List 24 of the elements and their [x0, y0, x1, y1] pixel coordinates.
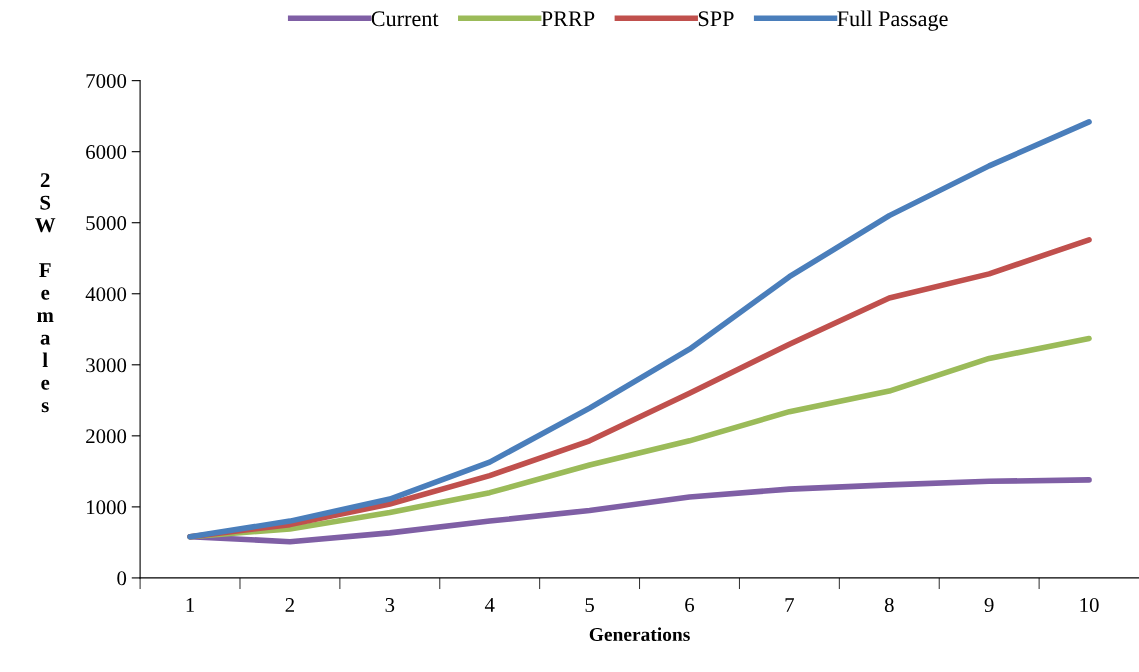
text: 2SW Females [35, 173, 56, 413]
y-tick-label: 4000 [85, 287, 127, 302]
x-tick-label: 5 [585, 598, 594, 613]
legend-label: Current [371, 11, 439, 27]
legend-label: Full Passage [837, 10, 948, 31]
legend-label: PRRP [541, 11, 595, 27]
y-tick-label: 1000 [87, 500, 127, 515]
x-tick-label: 8 [884, 597, 894, 613]
y-tick-label: 3000 [86, 358, 127, 373]
x-tick-label: 9 [984, 598, 994, 613]
x-tick-label: 4 [484, 598, 495, 612]
x-axis-title: Generations [589, 627, 690, 642]
legend-label: SPP [698, 11, 734, 27]
y-tick-label: 7000 [86, 74, 127, 89]
x-tick-label: 3 [385, 598, 395, 613]
x-tick-label: 1 [186, 598, 194, 612]
x-tick-label: 10 [1080, 597, 1099, 613]
y-tick-label: 0 [117, 571, 127, 586]
y-tick-label: 6000 [86, 145, 127, 160]
x-tick-label: 2 [285, 598, 294, 612]
x-tick-label: 6 [685, 598, 695, 613]
y-tick-label: 5000 [86, 216, 127, 231]
y-tick-label: 2000 [86, 429, 127, 444]
x-tick-label: 7 [785, 598, 794, 612]
